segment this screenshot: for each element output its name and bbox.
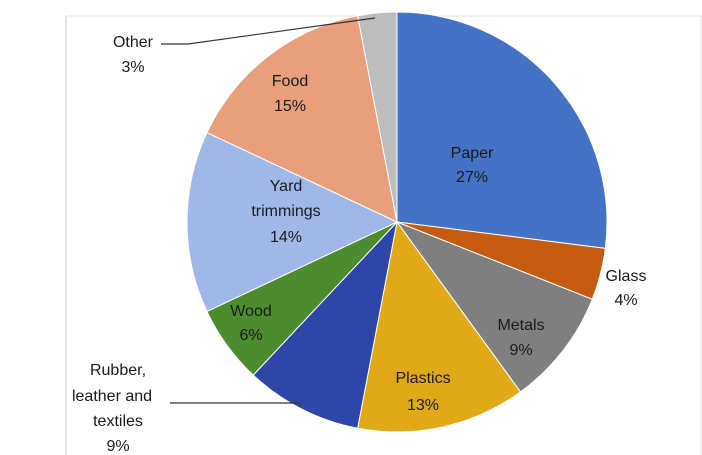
slice-value-food: 15% — [274, 98, 306, 115]
slice-label-wood: Wood — [230, 303, 272, 320]
slice-value-wood: 6% — [239, 327, 262, 344]
slice-label-plastics: Plastics — [395, 370, 450, 387]
leader-line-other — [161, 17, 376, 45]
slice-value-plastics: 13% — [407, 397, 439, 414]
slice-label-rubber-2: leather and — [72, 388, 152, 405]
pie-slice-food — [206, 15, 398, 223]
slice-label-rubber-3: textiles — [93, 413, 143, 430]
pie-slice-paper — [396, 11, 608, 249]
pie-slice-other — [357, 11, 398, 223]
leader-line-rubber — [170, 402, 301, 406]
slice-value-other: 3% — [121, 59, 144, 76]
slice-label-paper: Paper — [451, 145, 494, 162]
pie-slice-plastics — [357, 220, 522, 433]
slice-label-glass: Glass — [606, 268, 647, 285]
pie-slice-yard-trimmings — [186, 131, 399, 313]
slice-value-metals: 9% — [509, 342, 532, 359]
pie-slices — [186, 11, 608, 433]
slice-label-rubber-1: Rubber, — [90, 362, 146, 379]
slice-value-paper: 27% — [456, 169, 488, 186]
slice-label-food: Food — [272, 73, 308, 90]
slice-label-yard-2: trimmings — [251, 203, 320, 220]
slice-label-other: Other — [113, 34, 154, 51]
slice-label-metals: Metals — [497, 317, 544, 334]
pie-slice-rubber-leather-and-textiles — [252, 220, 398, 429]
slice-value-glass: 4% — [614, 292, 637, 309]
pie-slice-metals — [395, 220, 593, 393]
slice-value-yard: 14% — [270, 229, 302, 246]
slice-value-rubber: 9% — [106, 438, 129, 455]
slice-label-yard-1: Yard — [270, 178, 303, 195]
